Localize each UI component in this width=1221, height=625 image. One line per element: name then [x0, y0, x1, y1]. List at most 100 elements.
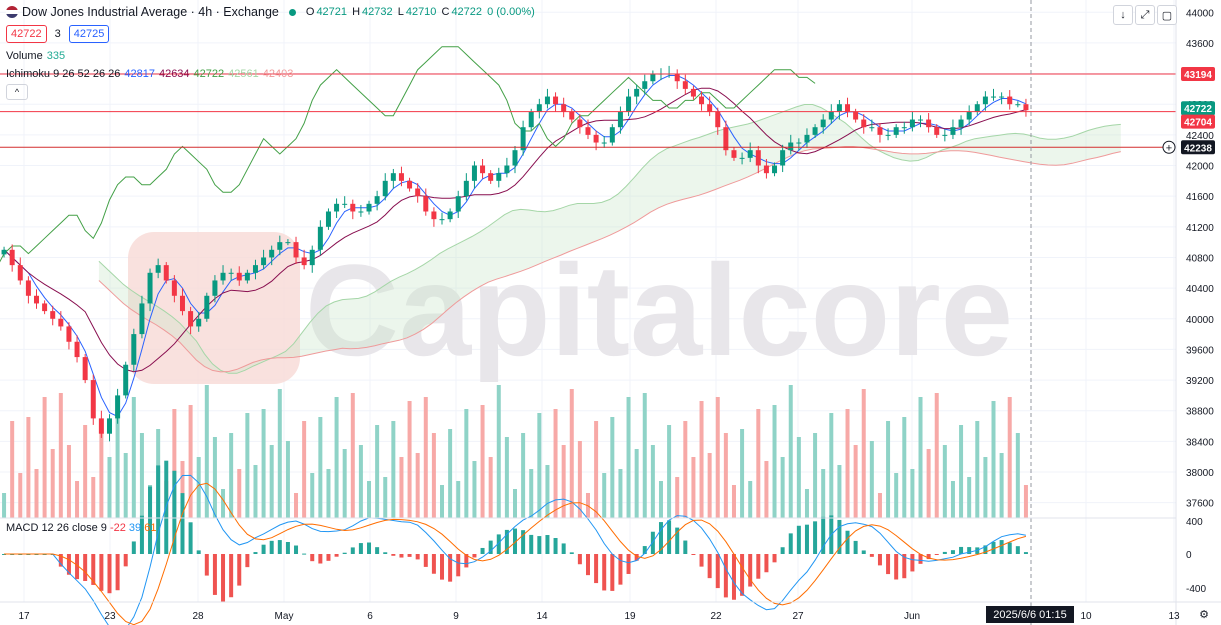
volume-bar — [513, 489, 517, 518]
volume-bar — [642, 393, 647, 518]
macd-histogram-bar — [221, 554, 226, 602]
candle-body — [171, 280, 177, 296]
volume-bar — [650, 445, 655, 518]
download-button[interactable]: ↓ — [1113, 5, 1133, 25]
volume-bar — [1007, 397, 1012, 518]
volume-bar — [75, 481, 80, 518]
macd-histogram-bar — [310, 554, 315, 562]
macd-histogram-bar — [415, 554, 420, 560]
settings-icon[interactable]: ⚙ — [1199, 609, 1209, 621]
macd-histogram-bar — [131, 541, 136, 554]
time-tick-label: 28 — [192, 611, 204, 622]
macd-histogram-bar — [967, 547, 972, 554]
candle-body — [423, 196, 429, 212]
candle-body — [731, 150, 737, 158]
volume-bar — [950, 481, 955, 518]
time-tick-label: 9 — [453, 611, 459, 622]
macd-legend[interactable]: MACD 12 26 close 9 -22 39 61 — [6, 522, 156, 534]
symbol-title[interactable]: Dow Jones Industrial Average · 4h · Exch… — [22, 5, 279, 19]
time-axis[interactable]: 17 23 28 May 6 9 14 19 22 27 Jun 10 13 — [18, 611, 1180, 622]
macd-histogram-bar — [886, 554, 891, 575]
volume-bar — [545, 465, 550, 518]
volume-bar — [594, 421, 599, 518]
signal-line — [4, 482, 1027, 625]
macd-histogram-bar — [553, 538, 558, 554]
volume-bar — [731, 485, 736, 518]
macd-histogram-bar — [658, 522, 663, 554]
volume-bar — [626, 397, 631, 518]
candle-body — [553, 96, 559, 105]
candle-body — [325, 211, 331, 227]
volume-bar — [845, 409, 850, 518]
volume-legend[interactable]: Volume 335 — [6, 50, 65, 62]
macd-histogram-bar — [748, 554, 753, 587]
sell-button[interactable]: 42722 — [6, 25, 47, 43]
candle-body — [74, 341, 80, 358]
volume-bar — [253, 465, 258, 518]
candle-body — [504, 165, 510, 174]
macd-histogram-bar — [431, 554, 436, 574]
macd-histogram-bar — [634, 554, 639, 561]
macd-tick-label: 400 — [1186, 517, 1203, 528]
candle-body — [544, 96, 550, 105]
candle-body — [90, 380, 96, 419]
candle-body — [66, 326, 72, 342]
volume-bar — [610, 417, 615, 518]
candle-body — [390, 173, 396, 181]
download-icon: ↓ — [1120, 9, 1126, 21]
volume-bar — [869, 441, 874, 518]
macd-histogram-bar — [764, 554, 769, 573]
volume-bar — [172, 409, 177, 518]
volume-bar — [302, 421, 307, 518]
volume-bar — [1023, 485, 1028, 518]
expand-icon: ⤢ — [1140, 8, 1150, 21]
macd-histogram-bar — [610, 554, 615, 591]
price-badge — [1181, 101, 1215, 116]
candle-body — [626, 96, 632, 112]
macd-histogram-bar — [456, 554, 461, 577]
candle-body — [512, 150, 518, 166]
macd-signal-value: 61 — [144, 522, 157, 534]
macd-histogram-bar — [934, 554, 939, 555]
collapse-legend-button[interactable]: ^ — [6, 84, 28, 100]
candle-body — [447, 211, 453, 220]
macd-histogram-bar — [699, 554, 704, 567]
ichimoku-legend[interactable]: Ichimoku 9 26 52 26 26 42817 42634 42722… — [6, 68, 293, 80]
candle-body — [536, 104, 542, 112]
price-axis[interactable]: 4400043600432004280042400420004160041200… — [1186, 8, 1214, 595]
candle-body — [301, 257, 307, 266]
expand-button[interactable]: ⤢ — [1135, 5, 1155, 25]
macd-histogram-bar — [302, 553, 307, 555]
volume-bar — [886, 421, 891, 518]
macd-histogram-bar — [180, 493, 185, 554]
price-badge-label: 42238 — [1184, 143, 1212, 154]
us-flag-icon — [6, 6, 18, 18]
macd-histogram-bar — [2, 554, 7, 555]
buy-button[interactable]: 42725 — [68, 25, 110, 43]
price-tick-label: 41200 — [1186, 223, 1214, 234]
macd-hist-value: -22 — [109, 522, 126, 534]
candle-body — [317, 226, 323, 250]
volume-bars — [2, 385, 1028, 518]
volume-bar — [448, 429, 453, 518]
macd-histogram-bar — [877, 554, 882, 566]
volume-bar — [277, 389, 282, 518]
macd-histogram-bar — [707, 554, 712, 579]
add-alert-icon[interactable] — [1162, 140, 1176, 154]
price-tick-label: 40000 — [1186, 315, 1214, 326]
macd-histogram-bar — [488, 540, 493, 554]
macd-histogram-bar — [66, 554, 71, 575]
candle-body — [577, 119, 583, 128]
time-tick-label: 27 — [792, 611, 804, 622]
candle-body — [950, 127, 956, 135]
macd-histogram-bar — [212, 554, 217, 595]
macd-histogram-bar — [853, 540, 858, 554]
fullscreen-button[interactable]: ▢ — [1157, 5, 1177, 25]
macd-histogram-bar — [642, 546, 647, 554]
volume-bar — [407, 401, 412, 518]
horizontal-levels[interactable] — [0, 73, 1176, 148]
candle-body — [228, 272, 234, 274]
market-status-icon — [288, 8, 296, 16]
volume-bar — [83, 425, 88, 518]
